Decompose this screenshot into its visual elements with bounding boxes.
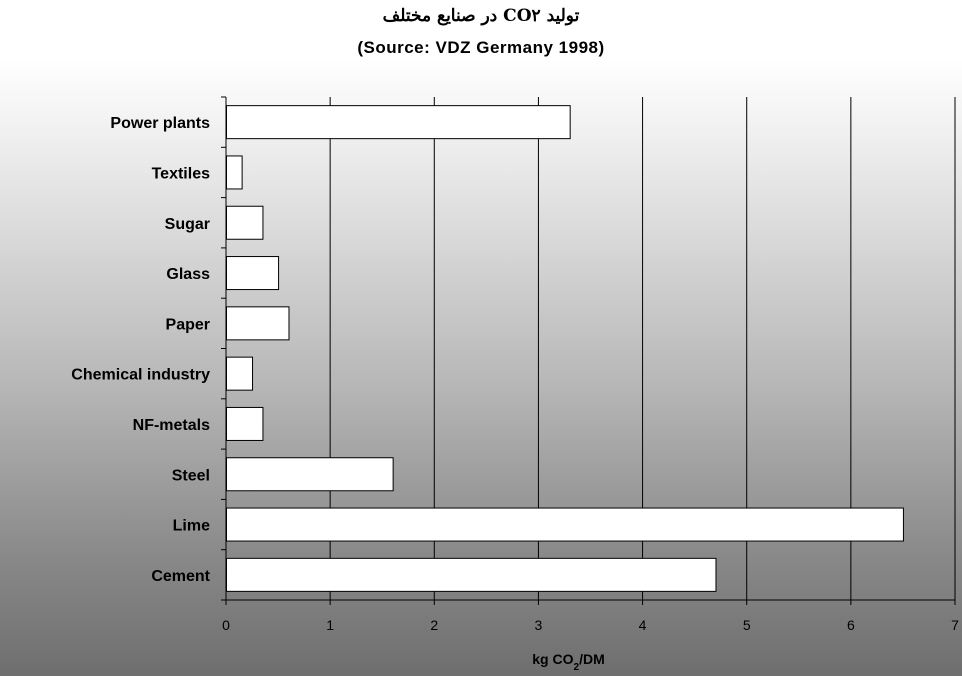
x-tick-label: 2 bbox=[430, 617, 438, 633]
category-label: Chemical industry bbox=[71, 367, 210, 384]
category-label: NF-metals bbox=[133, 417, 210, 434]
category-label: Textiles bbox=[152, 165, 211, 182]
category-label: Glass bbox=[166, 266, 210, 283]
bar-nf-metals bbox=[226, 406, 264, 441]
bar-chemical-industry bbox=[226, 356, 254, 391]
category-label: Steel bbox=[172, 467, 210, 484]
category-label: Lime bbox=[173, 518, 210, 535]
x-axis-title: kg CO2/DM bbox=[532, 651, 604, 673]
x-tick-label: 3 bbox=[535, 617, 543, 633]
x-tick-label: 6 bbox=[847, 617, 855, 633]
chart-title: تولید CO۲ در صنایع مختلف bbox=[382, 6, 580, 26]
category-label: Sugar bbox=[165, 216, 210, 233]
x-tick-label: 0 bbox=[222, 617, 230, 633]
x-tick-label: 7 bbox=[951, 617, 959, 633]
chart-subtitle: (Source: VDZ Germany 1998) bbox=[357, 38, 605, 57]
bar-steel bbox=[226, 457, 394, 492]
category-label: Paper bbox=[166, 316, 210, 333]
category-label: Power plants bbox=[110, 115, 210, 132]
bar-power-plants bbox=[226, 105, 571, 140]
bar-lime bbox=[226, 507, 904, 542]
bar-sugar bbox=[226, 205, 264, 240]
category-label: Cement bbox=[151, 568, 210, 585]
bar-paper bbox=[226, 306, 290, 341]
bar-cement bbox=[226, 557, 717, 592]
x-tick-label: 5 bbox=[743, 617, 751, 633]
bar-glass bbox=[226, 256, 280, 291]
bar-textiles bbox=[226, 155, 243, 190]
x-tick-label: 1 bbox=[326, 617, 334, 633]
x-tick-label: 4 bbox=[639, 617, 647, 633]
